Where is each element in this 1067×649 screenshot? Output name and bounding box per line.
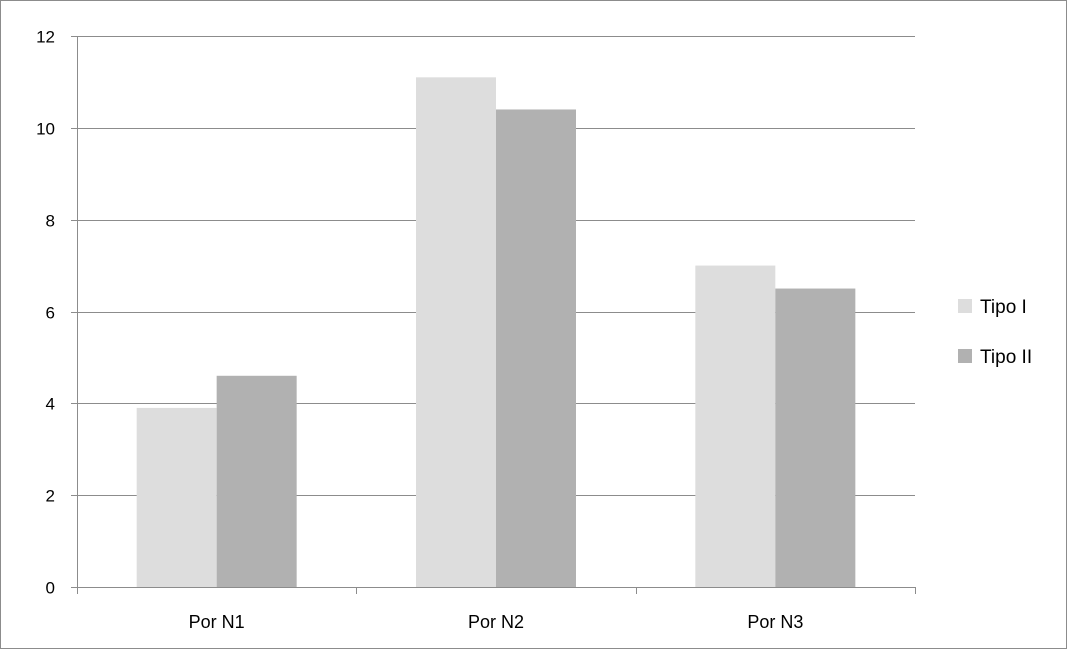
y-tick-label: 6 — [46, 304, 55, 323]
y-tick-labels: 0 2 4 6 8 10 12 — [36, 28, 55, 598]
bar-tipo-ii-por-n3 — [775, 288, 856, 587]
bar-tipo-i-por-n1 — [136, 407, 217, 587]
legend: Tipo I Tipo II — [958, 297, 1032, 368]
y-tick-label: 2 — [46, 487, 55, 506]
x-category-labels: Por N1 Por N2 Por N3 — [189, 612, 804, 632]
x-category-label: Por N3 — [747, 612, 803, 632]
bar-tipo-ii-por-n2 — [496, 109, 576, 587]
x-category-label: Por N2 — [468, 612, 524, 632]
bar-tipo-i-por-n2 — [416, 77, 496, 587]
y-tick-label: 10 — [36, 120, 55, 139]
bars — [136, 77, 856, 587]
legend-swatch — [958, 299, 972, 313]
bar-tipo-ii-por-n1 — [216, 375, 297, 587]
y-tick-label: 4 — [46, 395, 55, 414]
legend-swatch — [958, 349, 972, 363]
y-tick-label: 12 — [36, 28, 55, 47]
legend-label: Tipo II — [980, 347, 1032, 368]
legend-label: Tipo I — [980, 297, 1027, 318]
axes — [71, 36, 916, 594]
x-category-label: Por N1 — [189, 612, 245, 632]
y-tick-label: 0 — [46, 579, 55, 598]
bar-tipo-i-por-n3 — [695, 265, 776, 587]
y-tick-label: 8 — [46, 212, 55, 231]
